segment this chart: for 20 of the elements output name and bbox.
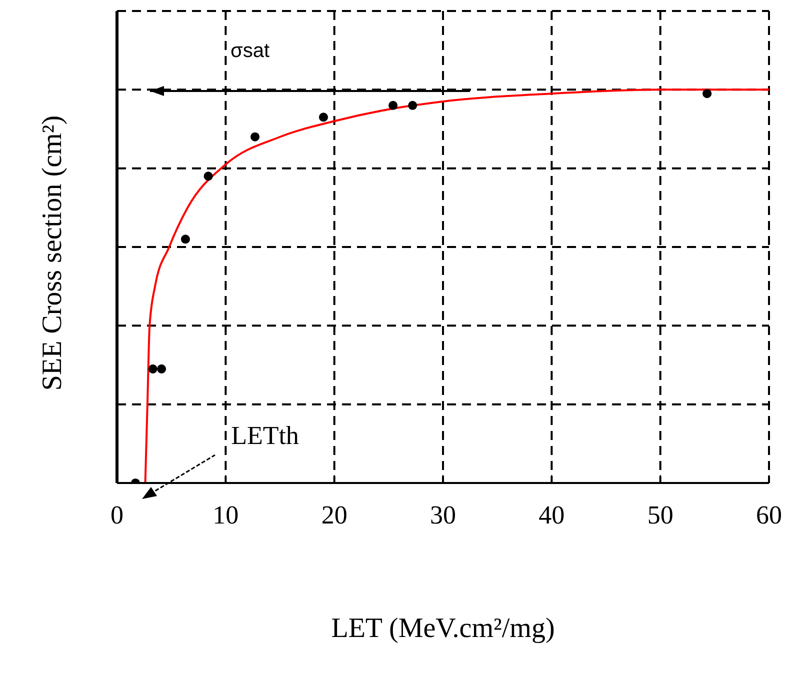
y-axis-title: SEE Cross section (cm²) — [37, 115, 69, 391]
point — [702, 89, 712, 98]
point — [148, 364, 158, 374]
point — [204, 172, 213, 181]
x-tick-label: 40 — [538, 500, 565, 530]
point — [157, 364, 166, 374]
x-tick-label: 30 — [430, 500, 456, 530]
annotation: LETth — [231, 421, 299, 450]
x-tick-label: 20 — [321, 500, 348, 530]
x-tick-label: 50 — [647, 500, 674, 530]
x-tick-label: 10 — [212, 500, 239, 530]
point — [318, 112, 328, 122]
x-axis-title: LET (MeV.cm²/mg) — [331, 613, 555, 644]
x-tick-label: 0 — [110, 500, 124, 530]
point — [250, 132, 260, 142]
x-tick-label: 60 — [756, 500, 782, 530]
point — [408, 100, 418, 110]
text: σsat — [230, 40, 270, 62]
point — [388, 100, 398, 110]
point — [180, 234, 190, 244]
